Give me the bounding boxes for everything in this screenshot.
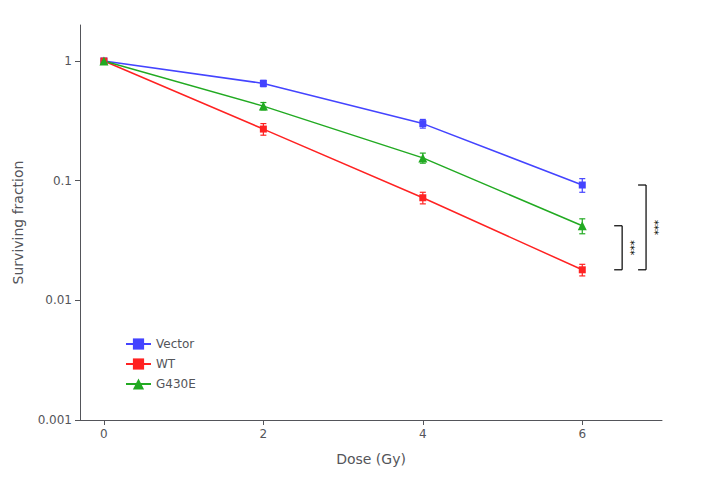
- svg-text:WT: WT: [156, 357, 176, 371]
- svg-text:Dose (Gy): Dose (Gy): [336, 451, 406, 467]
- svg-text:6: 6: [578, 427, 586, 441]
- svg-text:Vector: Vector: [156, 337, 194, 351]
- svg-text:2: 2: [260, 427, 268, 441]
- svg-text:0: 0: [100, 427, 108, 441]
- svg-text:Surviving fraction: Surviving fraction: [10, 161, 26, 285]
- svg-text:0.01: 0.01: [45, 293, 72, 307]
- svg-text:4: 4: [419, 427, 427, 441]
- svg-text:0.001: 0.001: [38, 413, 72, 427]
- svg-text:0.1: 0.1: [53, 174, 72, 188]
- svg-text:1: 1: [64, 54, 72, 68]
- svg-text:***: ***: [629, 240, 640, 255]
- svg-text:G430E: G430E: [156, 377, 196, 391]
- svg-text:***: ***: [653, 220, 664, 235]
